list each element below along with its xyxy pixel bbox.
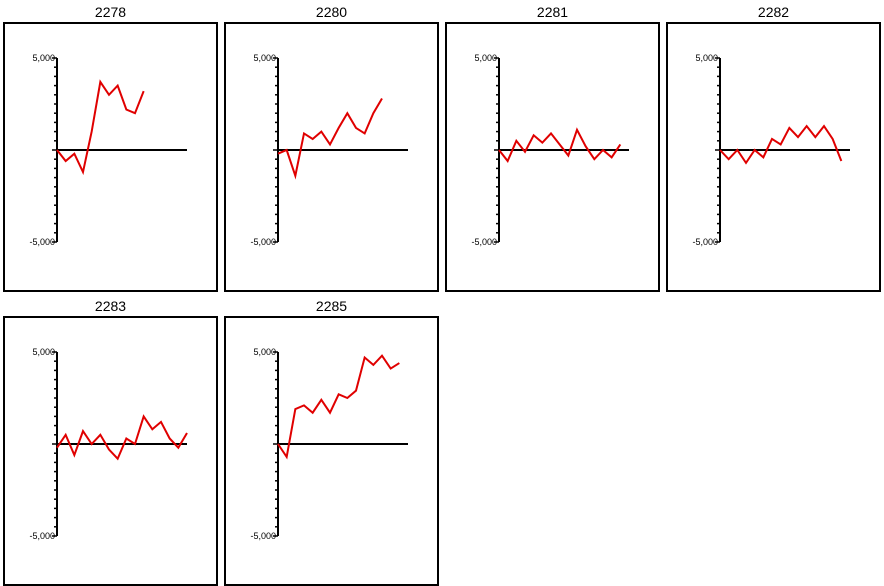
y-tick-label: -5,000 (29, 237, 55, 247)
panel-title: 2282 (757, 4, 790, 20)
plot-svg: 5,000 -5,000 (471, 53, 629, 247)
plot-svg: 5,000 -5,000 (692, 53, 850, 247)
y-tick-label: 5,000 (253, 347, 276, 357)
series-line (719, 124, 843, 165)
panel-title: 2281 (536, 4, 569, 20)
plot-frame: 5,000 -5,000 (224, 316, 439, 586)
y-tick-label: 5,000 (253, 53, 276, 63)
plot-frame: 5,000 -5,000 (3, 22, 218, 292)
y-tick-label: -5,000 (692, 237, 718, 247)
plot-svg: 5,000 -5,000 (29, 347, 188, 541)
panel-title: 2278 (94, 4, 127, 20)
panel-title: 2280 (315, 4, 348, 20)
plot-frame: 5,000 -5,000 (224, 22, 439, 292)
panel-title: 2283 (94, 298, 127, 314)
plot-svg: 5,000 -5,000 (29, 53, 187, 247)
y-tick-label: -5,000 (250, 237, 276, 247)
panel-title: 2285 (315, 298, 348, 314)
y-tick-label: 5,000 (32, 347, 55, 357)
y-tick-label: -5,000 (29, 531, 55, 541)
plot-frame: 5,000 -5,000 (3, 316, 218, 586)
y-tick-label: -5,000 (471, 237, 497, 247)
y-tick-label: 5,000 (695, 53, 718, 63)
series-line (277, 354, 400, 460)
y-tick-label: -5,000 (250, 531, 276, 541)
plot-frame: 5,000 -5,000 (445, 22, 660, 292)
y-tick-label: 5,000 (32, 53, 55, 63)
series-line (56, 414, 188, 461)
plot-frame: 5,000 -5,000 (666, 22, 881, 292)
plot-svg: 5,000 -5,000 (250, 53, 408, 247)
plot-svg: 5,000 -5,000 (250, 347, 408, 541)
series-line (277, 97, 383, 180)
y-tick-label: 5,000 (474, 53, 497, 63)
series-line (56, 79, 145, 176)
series-line (498, 127, 622, 163)
